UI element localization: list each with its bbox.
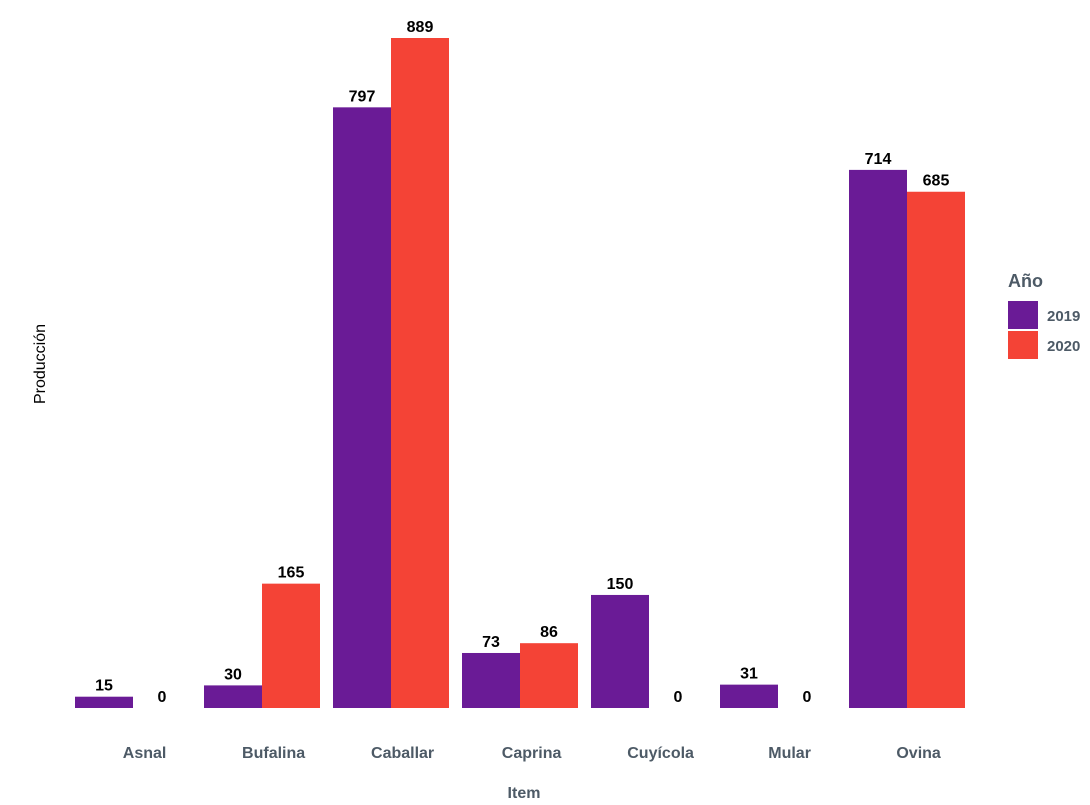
x-axis-ticks: Asnal Bufalina Caballar Caprina Cuyícola Mula… bbox=[123, 745, 941, 762]
x-tick-bufalina: Bufalina bbox=[242, 745, 305, 762]
bar-caballar-2019 bbox=[333, 107, 391, 709]
bar-cuyicola-2019 bbox=[591, 594, 649, 708]
bar-label-cuyicola-2020: 0 bbox=[674, 689, 683, 706]
legend-swatch-2019 bbox=[1008, 301, 1038, 329]
bar-label-ovina-2019: 714 bbox=[865, 151, 892, 168]
bar-label-cuyicola-2019: 150 bbox=[607, 576, 634, 593]
bar-ovina-2020 bbox=[907, 191, 965, 708]
bar-mular-2019 bbox=[720, 684, 778, 708]
legend-title: Año bbox=[1008, 271, 1043, 291]
bar-label-bufalina-2020: 165 bbox=[278, 565, 305, 582]
bar-label-caprina-2020: 86 bbox=[540, 624, 558, 641]
bar-label-asnal-2019: 15 bbox=[95, 678, 113, 695]
bar-label-caballar-2019: 797 bbox=[349, 88, 376, 105]
x-tick-asnal: Asnal bbox=[123, 745, 167, 762]
x-tick-cuyicola: Cuyícola bbox=[627, 745, 694, 762]
bar-caprina-2020 bbox=[520, 643, 578, 708]
bar-label-caprina-2019: 73 bbox=[482, 634, 500, 651]
bar-bufalina-2020 bbox=[262, 583, 320, 708]
bar-label-caballar-2020: 889 bbox=[407, 19, 434, 36]
bar-caballar-2020 bbox=[391, 38, 449, 708]
x-axis-title: Item bbox=[508, 785, 541, 800]
bar-label-asnal-2020: 0 bbox=[158, 689, 167, 706]
bar-label-ovina-2020: 685 bbox=[923, 173, 950, 190]
legend: Año 2019 2020 bbox=[1008, 271, 1080, 359]
bar-caprina-2019 bbox=[462, 652, 520, 708]
x-tick-mular: Mular bbox=[768, 745, 811, 762]
x-tick-caballar: Caballar bbox=[371, 745, 434, 762]
legend-swatch-2020 bbox=[1008, 331, 1038, 359]
bar-label-mular-2020: 0 bbox=[803, 689, 812, 706]
legend-label-2019: 2019 bbox=[1047, 308, 1080, 325]
bar-asnal-2019 bbox=[75, 696, 133, 708]
legend-label-2020: 2020 bbox=[1047, 338, 1080, 355]
y-axis-title: Producción bbox=[32, 324, 49, 404]
bar-ovina-2019 bbox=[849, 169, 907, 708]
x-tick-ovina: Ovina bbox=[896, 745, 941, 762]
legend-items: 2019 2020 bbox=[1008, 301, 1080, 359]
bars-layer bbox=[75, 38, 965, 709]
bar-bufalina-2019 bbox=[204, 685, 262, 708]
bar-label-bufalina-2019: 30 bbox=[224, 666, 242, 683]
bar-label-mular-2019: 31 bbox=[740, 666, 758, 683]
x-tick-caprina: Caprina bbox=[502, 745, 562, 762]
